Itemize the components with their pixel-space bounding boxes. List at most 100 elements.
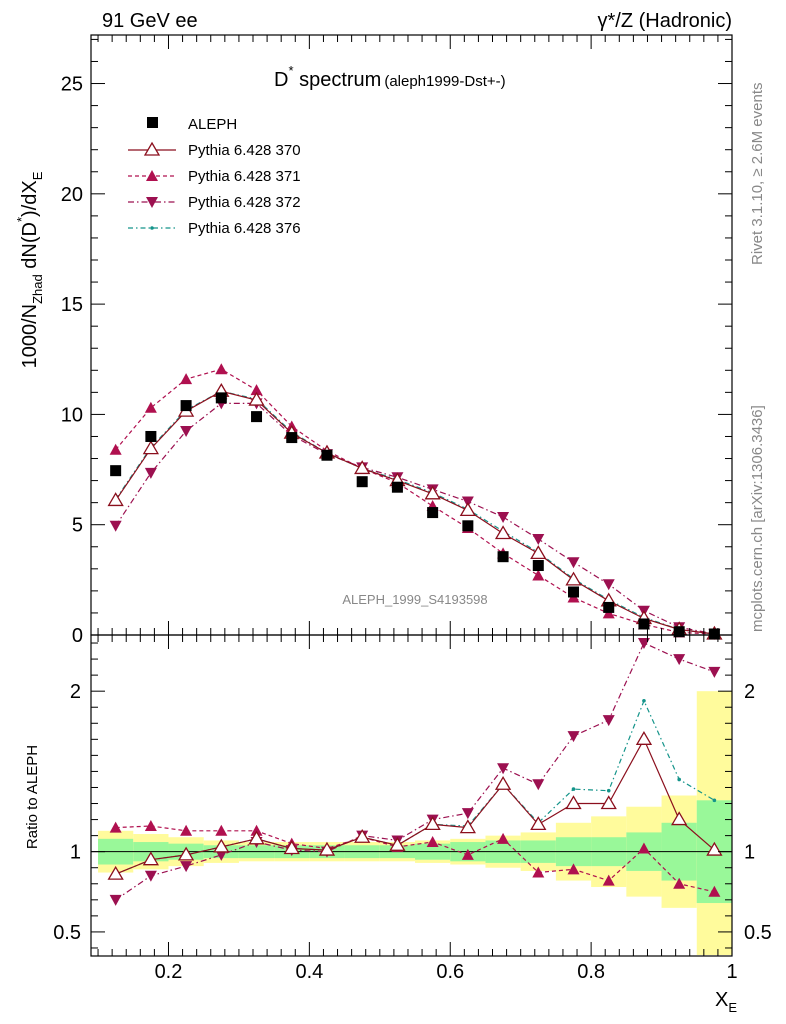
y-tick-label: 20 bbox=[61, 184, 83, 206]
y-axis-label: 1000/NZhad dN(D*)/dXE bbox=[14, 171, 45, 368]
legend-label-370: Pythia 6.428 370 bbox=[188, 142, 301, 159]
pythia-372-point bbox=[144, 467, 157, 479]
pythia-370-point bbox=[494, 775, 512, 790]
pythia-371-point bbox=[250, 384, 263, 396]
pythia-372-point bbox=[637, 638, 650, 650]
ratio-frame bbox=[90, 634, 733, 957]
aleph-data-point bbox=[391, 481, 403, 493]
pythia-370-point bbox=[459, 502, 476, 517]
aleph-data-point bbox=[215, 392, 227, 404]
pythia-376-point bbox=[571, 787, 576, 791]
aleph-data-point bbox=[321, 449, 333, 461]
title-sup: * bbox=[288, 63, 293, 78]
svg-text:1000/NZhad dN(D*)/dXE: 1000/NZhad dN(D*)/dXE bbox=[14, 171, 45, 368]
y-tick-label: 15 bbox=[61, 294, 83, 316]
aleph-data-point bbox=[110, 465, 122, 477]
pythia-370-point bbox=[177, 846, 195, 861]
pythia-370-point bbox=[107, 865, 124, 880]
pythia-372-point bbox=[109, 894, 122, 906]
pythia-371-point bbox=[497, 832, 510, 844]
aleph-data-point bbox=[462, 520, 474, 532]
pythia-372-point bbox=[602, 715, 615, 727]
pythia-372-point bbox=[532, 534, 545, 546]
pythia-370-point bbox=[459, 819, 476, 834]
title-main: D bbox=[274, 69, 288, 91]
pythia-372-point bbox=[461, 808, 474, 820]
pythia-372-point bbox=[567, 731, 580, 743]
aleph-data-point bbox=[251, 411, 263, 423]
plot-title: D* spectrum (aleph1999-Dst+-) bbox=[274, 63, 506, 91]
pythia-372-point bbox=[673, 654, 686, 666]
pythia-370-point bbox=[565, 795, 582, 810]
aleph-data-point bbox=[497, 551, 509, 563]
header-left: 91 GeV ee bbox=[102, 10, 198, 32]
pythia-371-point bbox=[215, 363, 228, 375]
aleph-data-point bbox=[427, 507, 439, 519]
pythia-370-point bbox=[248, 830, 265, 845]
title-small: (aleph1999-Dst+-) bbox=[384, 73, 505, 90]
aleph-data-point bbox=[356, 476, 368, 488]
legend-label-aleph: ALEPH bbox=[188, 116, 237, 133]
series-line-372 bbox=[115, 642, 715, 901]
y-tick-label: 5 bbox=[72, 515, 83, 537]
x-tick-label: 0.2 bbox=[155, 961, 183, 983]
pythia-371-point bbox=[144, 819, 157, 831]
aleph-data-point bbox=[286, 432, 298, 444]
aleph-data-point bbox=[180, 400, 192, 412]
pythia-370-point bbox=[354, 460, 371, 475]
pythia-371-point bbox=[673, 877, 686, 889]
pythia-371-point bbox=[567, 863, 580, 875]
pythia-370-point bbox=[354, 828, 371, 843]
pythia-370-point bbox=[494, 525, 512, 540]
ratio-tick-label: 1 bbox=[70, 842, 81, 864]
pythia-372-point bbox=[567, 557, 580, 569]
x-tick-label: 0.4 bbox=[295, 961, 323, 983]
pythia-370-point bbox=[318, 841, 336, 856]
ylabel-mid: dN(D bbox=[19, 222, 41, 274]
pythia-372-point bbox=[144, 870, 157, 882]
pythia-370-point bbox=[635, 731, 653, 745]
pythia-370-point bbox=[565, 571, 582, 586]
pythia-371-point bbox=[109, 443, 122, 455]
ratio-y-axis-label: Ratio to ALEPH bbox=[24, 745, 41, 849]
aleph-data-point bbox=[145, 430, 157, 442]
pythia-371-point bbox=[602, 874, 615, 886]
pythia-376-point bbox=[712, 798, 717, 803]
aleph-data-point bbox=[603, 601, 615, 613]
x-tick-label: 1 bbox=[726, 961, 737, 983]
pythia-372-point bbox=[180, 861, 193, 873]
series-line-371 bbox=[115, 825, 715, 893]
ylabel-end: )/dX bbox=[19, 180, 41, 217]
xlabel-sub: E bbox=[728, 1000, 737, 1015]
pythia-371-point bbox=[180, 824, 193, 836]
ratio-tick-label-right: 0.5 bbox=[744, 922, 772, 944]
pythia-372-point bbox=[602, 579, 615, 591]
ratio-tick-label: 0.5 bbox=[53, 922, 81, 944]
pythia-370-point bbox=[213, 838, 230, 853]
pythia-376-point bbox=[677, 777, 681, 782]
x-axis: 0.2 0.4 0.6 0.8 1 bbox=[97, 35, 738, 983]
legend: ALEPH Pythia 6.428 370 Pythia 6.428 371 … bbox=[128, 116, 301, 237]
series-line-370 bbox=[115, 737, 715, 875]
pythia-370-point bbox=[248, 391, 265, 406]
title-rest: spectrum bbox=[294, 69, 382, 91]
pythia-371-point bbox=[250, 824, 263, 836]
y-tick-label: 10 bbox=[61, 404, 83, 426]
aleph-data-point bbox=[568, 586, 580, 598]
x-axis-label: XE bbox=[715, 989, 737, 1015]
pythia-370-point bbox=[530, 545, 547, 560]
pythia-371-point bbox=[180, 373, 193, 385]
main-y-axis: 0 5 10 15 20 25 bbox=[61, 38, 732, 647]
legend-marker-370 bbox=[143, 141, 161, 156]
y-tick-label: 0 bbox=[72, 625, 83, 647]
ylabel-sup: * bbox=[14, 217, 29, 222]
ratio-panel: 0.5 0.5 1 1 2 2 0.2 0.4 0.6 0.8 1 bbox=[53, 35, 772, 983]
svg-text:D* spectrum(aleph1999-Dst+-): D* spectrum (aleph1999-Dst+-) bbox=[274, 63, 506, 91]
pythia-370-point bbox=[142, 851, 160, 866]
pythia-370-point bbox=[671, 811, 688, 826]
pythia-372-point bbox=[180, 425, 193, 437]
legend-marker-aleph bbox=[147, 117, 158, 128]
pythia-370-point bbox=[424, 485, 441, 500]
rivet-version-label: Rivet 3.1.10, ≥ 2.6M events bbox=[749, 83, 766, 266]
ratio-tick-label: 2 bbox=[70, 681, 81, 703]
